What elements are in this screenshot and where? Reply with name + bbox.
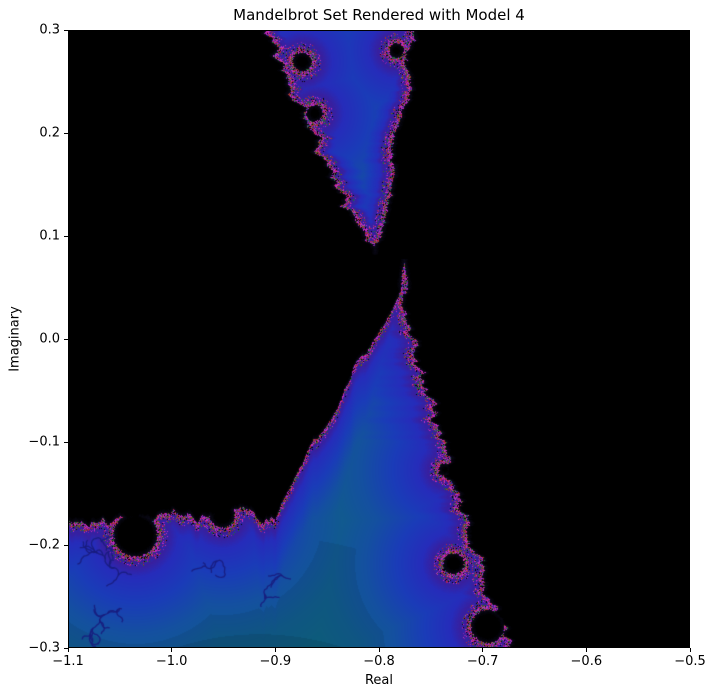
y-tick-mark [64, 235, 68, 237]
y-tick-label: 0.0 [39, 331, 60, 347]
y-tick-label: 0.2 [39, 125, 60, 141]
x-tick-label: −0.8 [363, 654, 395, 669]
y-tick-mark [64, 132, 68, 134]
x-tick-label: −0.9 [259, 654, 292, 669]
x-axis-label: Real [364, 673, 394, 688]
mandelbrot-fractal-canvas [68, 30, 690, 648]
x-tick-mark [171, 648, 173, 652]
y-tick-mark [64, 338, 68, 340]
x-tick-label: −1.1 [52, 654, 84, 669]
x-tick-label: −0.7 [466, 654, 499, 669]
x-tick-mark [274, 648, 276, 652]
x-tick-mark [689, 648, 691, 652]
x-tick-label: −1.0 [155, 654, 188, 669]
x-tick-mark [378, 648, 380, 652]
y-tick-mark [64, 29, 68, 31]
y-tick-label: 0.1 [39, 228, 60, 244]
y-axis-label: Imaginary [7, 306, 23, 372]
y-tick-label: 0.3 [39, 22, 60, 38]
y-tick-mark [64, 441, 68, 443]
y-tick-mark [64, 647, 68, 649]
x-tick-label: −0.6 [570, 654, 603, 669]
x-tick-mark [67, 648, 69, 652]
y-tick-label: −0.2 [28, 537, 60, 553]
x-tick-label: −0.5 [674, 654, 706, 669]
x-tick-mark [482, 648, 484, 652]
plot-title: Mandelbrot Set Rendered with Model 4 [233, 6, 525, 24]
y-tick-mark [64, 544, 68, 546]
y-tick-label: −0.1 [28, 434, 60, 450]
y-tick-label: −0.3 [28, 640, 60, 656]
x-tick-mark [585, 648, 587, 652]
